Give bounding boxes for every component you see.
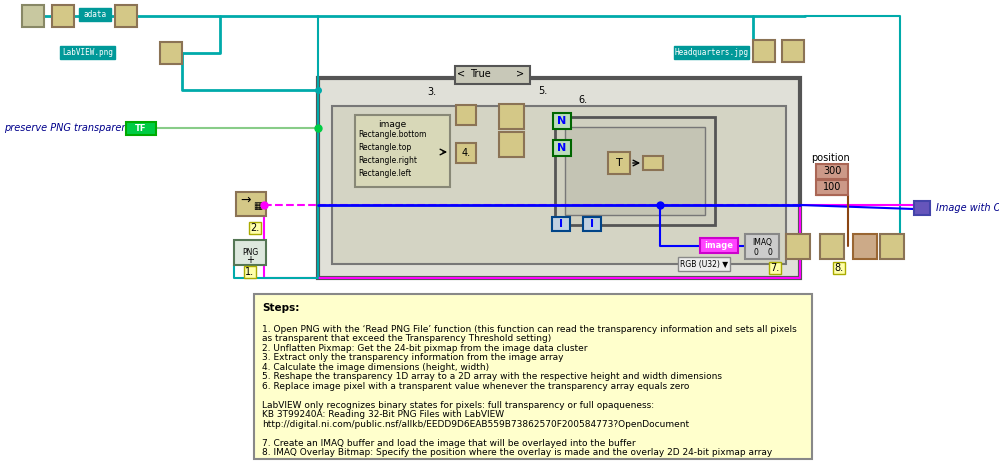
Text: <: < bbox=[457, 69, 466, 79]
Text: image: image bbox=[378, 120, 407, 128]
Text: I: I bbox=[590, 219, 594, 229]
Text: 2. Unflatten Pixmap: Get the 24-bit pixmap from the image data cluster: 2. Unflatten Pixmap: Get the 24-bit pixm… bbox=[262, 344, 587, 352]
Bar bbox=[745, 234, 779, 259]
Bar bbox=[52, 5, 74, 27]
Bar bbox=[234, 240, 266, 265]
Bar bbox=[160, 42, 182, 64]
Bar bbox=[583, 217, 601, 231]
Bar bbox=[332, 106, 786, 264]
Text: 3. Extract only the transparency information from the image array: 3. Extract only the transparency informa… bbox=[262, 353, 563, 362]
Bar bbox=[60, 46, 115, 59]
Text: 8.: 8. bbox=[834, 263, 843, 273]
Text: 1.: 1. bbox=[246, 267, 255, 277]
Bar bbox=[126, 122, 156, 135]
Bar bbox=[115, 5, 137, 27]
Text: N: N bbox=[557, 116, 566, 126]
Text: I: I bbox=[559, 219, 563, 229]
Bar bbox=[643, 156, 663, 170]
Text: Image with Overlay: Image with Overlay bbox=[936, 203, 999, 213]
Text: PNG: PNG bbox=[242, 247, 258, 257]
Text: 7.: 7. bbox=[770, 263, 779, 273]
Bar bbox=[678, 257, 730, 271]
Text: 6. Replace image pixel with a transparent value whenever the transparency array : 6. Replace image pixel with a transparen… bbox=[262, 381, 689, 391]
Bar bbox=[782, 40, 804, 62]
Text: 0: 0 bbox=[753, 247, 758, 257]
Text: T: T bbox=[615, 158, 622, 168]
Text: 6.: 6. bbox=[578, 95, 587, 105]
Text: Steps:: Steps: bbox=[262, 303, 300, 313]
Bar bbox=[254, 294, 812, 459]
Text: >: > bbox=[515, 69, 524, 79]
Text: position: position bbox=[811, 153, 850, 163]
Text: ▦: ▦ bbox=[254, 201, 263, 211]
Text: adata: adata bbox=[84, 10, 107, 19]
Bar bbox=[816, 164, 848, 179]
Text: preserve PNG transparency?: preserve PNG transparency? bbox=[4, 123, 144, 133]
Text: IMAQ: IMAQ bbox=[752, 238, 772, 246]
Text: Rectangle.top: Rectangle.top bbox=[358, 142, 412, 152]
Bar bbox=[816, 180, 848, 195]
Text: 8. IMAQ Overlay Bitmap: Specify the position where the overlay is made and the o: 8. IMAQ Overlay Bitmap: Specify the posi… bbox=[262, 448, 772, 457]
Text: True: True bbox=[470, 69, 491, 79]
Text: 1. Open PNG with the ‘Read PNG File’ function (this function can read the transp: 1. Open PNG with the ‘Read PNG File’ fun… bbox=[262, 325, 797, 333]
Bar bbox=[236, 192, 266, 216]
Bar bbox=[318, 78, 800, 278]
Bar bbox=[22, 5, 44, 27]
Bar bbox=[552, 217, 570, 231]
Text: as transparent that exceed the Transparency Threshold setting): as transparent that exceed the Transpare… bbox=[262, 334, 551, 343]
Text: 300: 300 bbox=[823, 166, 841, 176]
Bar bbox=[700, 238, 738, 253]
Text: http://digital.ni.com/public.nsf/allkb/EEDD9D6EAB559B73862570F200584773?OpenDocu: http://digital.ni.com/public.nsf/allkb/E… bbox=[262, 419, 689, 429]
Bar bbox=[674, 46, 749, 59]
Text: TF: TF bbox=[135, 124, 147, 133]
Bar bbox=[79, 8, 111, 21]
Text: LabVIEW.png: LabVIEW.png bbox=[62, 48, 113, 57]
Bar bbox=[499, 132, 524, 157]
Text: 3.: 3. bbox=[428, 87, 437, 97]
Text: N: N bbox=[557, 143, 566, 153]
Text: →: → bbox=[241, 193, 252, 206]
Text: 5. Reshape the transparency 1D array to a 2D array with the respective height an: 5. Reshape the transparency 1D array to … bbox=[262, 372, 722, 381]
Text: RGB (U32) ▼: RGB (U32) ▼ bbox=[680, 259, 728, 268]
Bar bbox=[753, 40, 775, 62]
Text: KB 3T99240A: Reading 32-Bit PNG Files with LabVIEW: KB 3T99240A: Reading 32-Bit PNG Files wi… bbox=[262, 410, 504, 419]
Text: Headquarters.jpg: Headquarters.jpg bbox=[674, 48, 748, 57]
Text: 100: 100 bbox=[823, 182, 841, 192]
Text: LabVIEW only recognizes binary states for pixels: full transparency or full opaq: LabVIEW only recognizes binary states fo… bbox=[262, 400, 654, 410]
Bar bbox=[853, 234, 877, 259]
Bar bbox=[553, 140, 571, 156]
Text: Rectangle.left: Rectangle.left bbox=[358, 168, 412, 178]
Text: 7. Create an IMAQ buffer and load the image that will be overlayed into the buff: 7. Create an IMAQ buffer and load the im… bbox=[262, 438, 635, 447]
Bar bbox=[553, 113, 571, 129]
Bar bbox=[355, 115, 450, 187]
Bar bbox=[456, 143, 476, 163]
Bar bbox=[608, 152, 630, 174]
Text: Rectangle.right: Rectangle.right bbox=[358, 155, 417, 165]
Text: 2.: 2. bbox=[251, 223, 260, 233]
Text: image: image bbox=[704, 240, 733, 250]
Bar bbox=[820, 234, 844, 259]
Text: 0: 0 bbox=[767, 247, 772, 257]
Bar bbox=[455, 66, 530, 84]
Text: +: + bbox=[246, 255, 254, 265]
Text: 5.: 5. bbox=[538, 86, 547, 96]
Bar bbox=[456, 105, 476, 125]
Bar bbox=[786, 234, 810, 259]
Bar bbox=[555, 117, 715, 225]
Text: 4.: 4. bbox=[462, 148, 471, 158]
Bar bbox=[499, 104, 524, 129]
Text: Rectangle.bottom: Rectangle.bottom bbox=[358, 129, 427, 139]
Bar bbox=[565, 127, 705, 215]
Bar bbox=[880, 234, 904, 259]
Bar bbox=[914, 201, 930, 215]
Text: 4. Calculate the image dimensions (height, width): 4. Calculate the image dimensions (heigh… bbox=[262, 363, 490, 372]
